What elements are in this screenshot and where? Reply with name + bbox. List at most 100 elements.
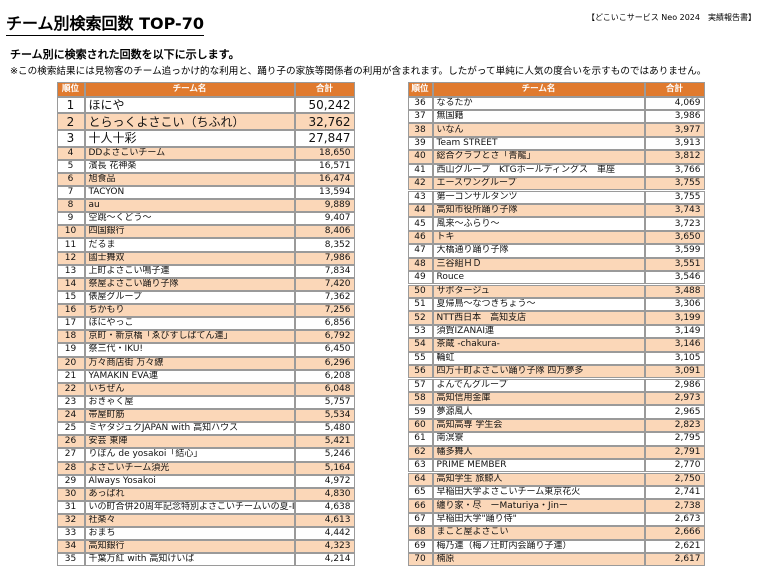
rank: 35 [56, 553, 85, 567]
total: 18,650 [294, 146, 355, 160]
team-name: 京町・新京橋「ゑびすしばてん連」 [84, 330, 295, 344]
team-name: Rouce [432, 271, 645, 285]
team-name: まこと屋よさこい [432, 526, 645, 540]
rank: 19 [56, 343, 85, 357]
rank: 65 [407, 485, 433, 500]
team-name: 早稲田大学"踊り侍" [432, 512, 645, 527]
team-name: 高知銀行 [84, 540, 295, 554]
rank: 14 [56, 277, 85, 291]
rank: 55 [407, 351, 433, 366]
rank: 11 [56, 238, 85, 252]
rank: 15 [56, 290, 85, 305]
total: 2,666 [644, 526, 705, 540]
team-name: 高知信用金庫 [432, 391, 645, 406]
team-name: 帯屋町筋 [84, 409, 295, 423]
team-name: 纏り家・尽 ーMaturiya・Jinー [432, 499, 645, 513]
rank: 18 [56, 330, 85, 344]
total: 9,889 [294, 199, 355, 213]
rank: 60 [407, 418, 433, 433]
rank: 34 [56, 540, 85, 554]
team-name: NTT西日本 高知支店 [432, 311, 645, 325]
rank: 28 [56, 461, 85, 475]
rank: 5 [56, 159, 85, 173]
column-header: チーム名 [84, 81, 295, 97]
total: 5,534 [294, 409, 355, 423]
total: 6,856 [294, 317, 355, 331]
team-name: 夢源風人 [432, 405, 645, 419]
team-name: ほにやっこ [84, 317, 295, 331]
rank: 59 [407, 405, 433, 419]
total: 3,599 [644, 244, 705, 258]
total: 3,546 [644, 271, 705, 285]
rank: 6 [56, 172, 85, 186]
total: 3,723 [644, 217, 705, 231]
rank: 3 [56, 129, 85, 147]
team-name: よんでんグループ [432, 378, 645, 392]
rank: 29 [56, 474, 85, 488]
rank: 50 [407, 284, 433, 298]
team-name: 高知高専 学生会 [432, 418, 645, 433]
total: 7,362 [294, 290, 355, 305]
team-name: 千葉万紅 with 高知けいば [84, 553, 295, 567]
total: 5,164 [294, 461, 355, 475]
team-name: 社楽々 [84, 514, 295, 528]
team-name: 楠原 [432, 553, 645, 567]
total: 2,986 [644, 378, 705, 392]
total: 8,406 [294, 225, 355, 239]
title: チーム別検索回数 TOP-70 [6, 10, 204, 36]
rank: 13 [56, 264, 85, 278]
total: 7,986 [294, 251, 355, 265]
rank: 53 [407, 324, 433, 339]
team-name: 濱長 花神楽 [84, 159, 295, 173]
rank: 51 [407, 297, 433, 312]
total: 2,795 [644, 432, 705, 446]
rank: 27 [56, 448, 85, 462]
rank: 7 [56, 185, 85, 200]
team-name: 三谷組ＨＤ [432, 257, 645, 272]
team-name: いちぜん [84, 382, 295, 396]
team-name: 梅乃連（梅ノ辻町内会踊り子連） [432, 539, 645, 554]
subtitle: チーム別に検索された回数を以下に示します。 [10, 48, 240, 61]
total: 32,762 [294, 113, 355, 130]
team-name: 高知学生 旅鯨人 [432, 472, 645, 486]
total: 9,407 [294, 212, 355, 226]
rank: 44 [407, 203, 433, 218]
total: 3,913 [644, 136, 705, 151]
rank: 68 [407, 526, 433, 540]
team-name: だるま [84, 238, 295, 252]
rank: 52 [407, 311, 433, 325]
team-name: 万々商店街 万々繚 [84, 356, 295, 370]
team-name: いなん [432, 123, 645, 137]
total: 3,650 [644, 230, 705, 245]
rank: 63 [407, 459, 433, 473]
rank: 69 [407, 539, 433, 554]
column-header: チーム名 [432, 81, 645, 97]
rank: 49 [407, 271, 433, 285]
team-name: 空跳～くどう～ [84, 212, 295, 226]
rank: 24 [56, 409, 85, 423]
rank: 45 [407, 217, 433, 231]
rank: 16 [56, 304, 85, 318]
team-name: サポタージュ [432, 284, 645, 298]
team-name: 俵屋グループ [84, 290, 295, 305]
rank: 54 [407, 338, 433, 352]
total: 7,834 [294, 264, 355, 278]
team-name: 祭屋よさこい踊り子隊 [84, 277, 295, 291]
column-header: 順位 [407, 81, 433, 97]
total: 50,242 [294, 96, 355, 114]
team-name: PRIME MEMBER [432, 459, 645, 473]
rank: 32 [56, 514, 85, 528]
team-name: 南溟寮 [432, 432, 645, 446]
total: 2,741 [644, 485, 705, 500]
rank: 22 [56, 382, 85, 396]
team-name: いの町合併20周年記念特別よさこいチームいの夏-INOKA- [84, 500, 295, 514]
total: 6,792 [294, 330, 355, 344]
total: 2,770 [644, 459, 705, 473]
rank: 58 [407, 391, 433, 406]
team-name: Always Yosakoi [84, 474, 295, 488]
rank: 1 [56, 96, 85, 114]
total: 4,830 [294, 487, 355, 501]
total: 3,146 [644, 338, 705, 352]
total: 6,208 [294, 369, 355, 383]
